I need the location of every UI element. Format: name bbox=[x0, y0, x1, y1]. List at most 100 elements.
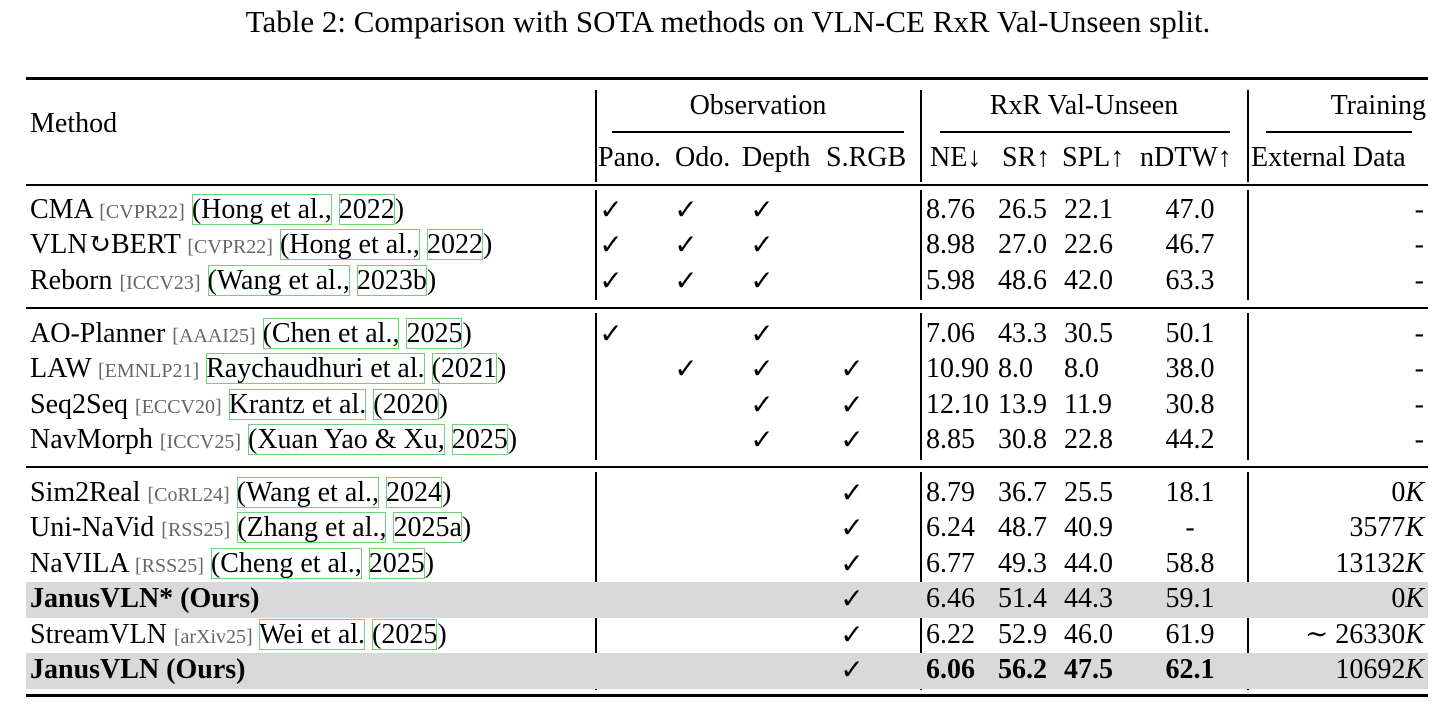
col-depth: Depth bbox=[742, 142, 811, 173]
external-data-number: 13132 bbox=[1335, 548, 1406, 579]
citation-authors-link[interactable]: (Chen et al., bbox=[262, 318, 400, 349]
citation-year-link[interactable]: 2024 bbox=[386, 477, 443, 508]
header-vline-3 bbox=[1247, 90, 1249, 182]
citation-close: ) bbox=[482, 229, 493, 260]
external-data-unit: K bbox=[1405, 583, 1424, 614]
method-name: Uni-NaVid bbox=[30, 512, 155, 543]
ne-value: 6.22 bbox=[926, 619, 975, 650]
checkmark-icon: ✓ bbox=[840, 582, 864, 615]
ndtw-value: 18.1 bbox=[1165, 477, 1215, 508]
external-data-number: - bbox=[1414, 424, 1424, 455]
checkmark-icon: ✓ bbox=[750, 264, 774, 297]
citation-year-link[interactable]: 2025a bbox=[393, 512, 462, 543]
citation-year-link[interactable]: 2025 bbox=[406, 318, 463, 349]
citation-year-link[interactable]: 2022 bbox=[426, 229, 483, 260]
ndtw-value: 50.1 bbox=[1165, 318, 1215, 349]
spl-value: 46.0 bbox=[1064, 619, 1113, 650]
citation-authors-link[interactable]: Raychaudhuri et al. bbox=[206, 353, 425, 384]
citation-year-link[interactable]: (2025 bbox=[372, 619, 438, 650]
citation-authors-link[interactable]: Wei et al. bbox=[259, 619, 366, 650]
spl-value: 22.8 bbox=[1064, 424, 1113, 455]
venue-tag: [ECCV20] bbox=[135, 396, 222, 418]
external-data-value: 10692K bbox=[1250, 652, 1424, 688]
ne-value: 8.85 bbox=[926, 424, 975, 455]
citation-authors-link[interactable]: (Hong et al., bbox=[191, 194, 332, 225]
citation-year-link[interactable]: 2022 bbox=[338, 194, 395, 225]
method-name: Seq2Seq bbox=[30, 389, 128, 420]
sr-value: 51.4 bbox=[998, 583, 1047, 614]
training-cmidrule bbox=[1266, 131, 1412, 133]
citation-close: ) bbox=[437, 619, 447, 650]
external-data-number: 10692 bbox=[1335, 654, 1406, 685]
venue-tag: [EMNLP21] bbox=[98, 360, 200, 382]
header-rule bbox=[26, 184, 1428, 186]
citation-authors-link[interactable]: (Hong et al., bbox=[279, 229, 420, 260]
ne-value: 8.98 bbox=[926, 229, 975, 260]
external-data-unit: K bbox=[1405, 619, 1424, 650]
sr-value: 30.8 bbox=[998, 424, 1047, 455]
citation-year-link[interactable]: 2025 bbox=[451, 424, 508, 455]
method-name: Sim2Real bbox=[30, 477, 141, 508]
top-rule bbox=[26, 77, 1428, 80]
method-cell: StreamVLN [arXiv25] Wei et al. (2025) bbox=[30, 617, 447, 655]
external-data-number: 0 bbox=[1391, 583, 1406, 614]
external-data-value: - bbox=[1250, 192, 1424, 228]
external-data-value: - bbox=[1250, 263, 1424, 299]
sr-value: 49.3 bbox=[998, 548, 1047, 579]
ne-value: 7.06 bbox=[926, 318, 975, 349]
venue-tag: [ICCV23] bbox=[119, 272, 201, 294]
ndtw-value: 30.8 bbox=[1165, 389, 1215, 420]
citation-authors-link[interactable]: Krantz et al. bbox=[228, 389, 367, 420]
method-name: Reborn bbox=[30, 265, 113, 296]
citation-year-link[interactable]: (2020 bbox=[373, 389, 439, 420]
method-name: AO-Planner bbox=[30, 318, 166, 349]
venue-tag: [CVPR22] bbox=[99, 201, 185, 223]
ne-value: 5.98 bbox=[926, 265, 975, 296]
group-rule-2 bbox=[26, 466, 1428, 468]
external-data-number: ∼ 26330 bbox=[1304, 619, 1406, 650]
venue-tag: [RSS25] bbox=[134, 555, 204, 577]
checkmark-icon: ✓ bbox=[840, 352, 864, 385]
checkmark-icon: ✓ bbox=[750, 352, 774, 385]
citation-close: ) bbox=[462, 318, 472, 349]
spl-value: 22.6 bbox=[1064, 229, 1113, 260]
external-data-value: - bbox=[1250, 422, 1424, 458]
ne-value: 6.46 bbox=[926, 583, 975, 614]
sr-value: 48.6 bbox=[998, 265, 1047, 296]
citation-authors-link[interactable]: (Xuan Yao & Xu, bbox=[247, 424, 445, 455]
external-data-number: - bbox=[1414, 265, 1424, 296]
external-data-value: 0K bbox=[1250, 475, 1424, 511]
citation-authors-link[interactable]: (Wang et al., bbox=[236, 477, 380, 508]
venue-tag: [AAAI25] bbox=[172, 325, 256, 347]
method-cell: LAW [EMNLP21] Raychaudhuri et al. (2021) bbox=[30, 351, 506, 389]
method-cell: NavMorph [ICCV25] (Xuan Yao & Xu, 2025) bbox=[30, 422, 517, 460]
citation-year-link[interactable]: 2023b bbox=[356, 265, 427, 296]
citation-close: ) bbox=[496, 353, 507, 384]
checkmark-icon: ✓ bbox=[599, 317, 623, 350]
sr-value: 8.0 bbox=[998, 353, 1033, 384]
checkmark-icon: ✓ bbox=[599, 193, 623, 226]
checkmark-icon: ✓ bbox=[674, 352, 698, 385]
citation-authors-link[interactable]: (Cheng et al., bbox=[210, 548, 362, 579]
method-name: NavMorph bbox=[30, 424, 153, 455]
citation-authors-link[interactable]: (Wang et al., bbox=[207, 265, 350, 296]
citation-year-link[interactable]: 2025 bbox=[368, 548, 425, 579]
observation-cmidrule bbox=[612, 131, 904, 133]
method-name: StreamVLN bbox=[30, 619, 167, 650]
sr-value: 27.0 bbox=[998, 229, 1047, 260]
external-data-value: - bbox=[1250, 316, 1424, 352]
checkmark-icon: ✓ bbox=[599, 228, 623, 261]
external-data-number: - bbox=[1414, 229, 1424, 260]
method-cell: NaVILA [RSS25] (Cheng et al., 2025) bbox=[30, 546, 434, 584]
sr-value: 13.9 bbox=[998, 389, 1047, 420]
external-data-value: ∼ 26330K bbox=[1250, 617, 1424, 653]
spl-value: 25.5 bbox=[1064, 477, 1113, 508]
external-data-value: - bbox=[1250, 351, 1424, 387]
citation-authors-link[interactable]: (Zhang et al., bbox=[237, 512, 387, 543]
external-data-unit: K bbox=[1405, 477, 1424, 508]
venue-tag: [arXiv25] bbox=[173, 626, 253, 648]
method-name: NaVILA bbox=[30, 548, 128, 579]
method-cell: JanusVLN (Ours) bbox=[30, 652, 245, 688]
citation-year-link[interactable]: (2021 bbox=[431, 353, 497, 384]
rxr-cmidrule bbox=[940, 131, 1230, 133]
